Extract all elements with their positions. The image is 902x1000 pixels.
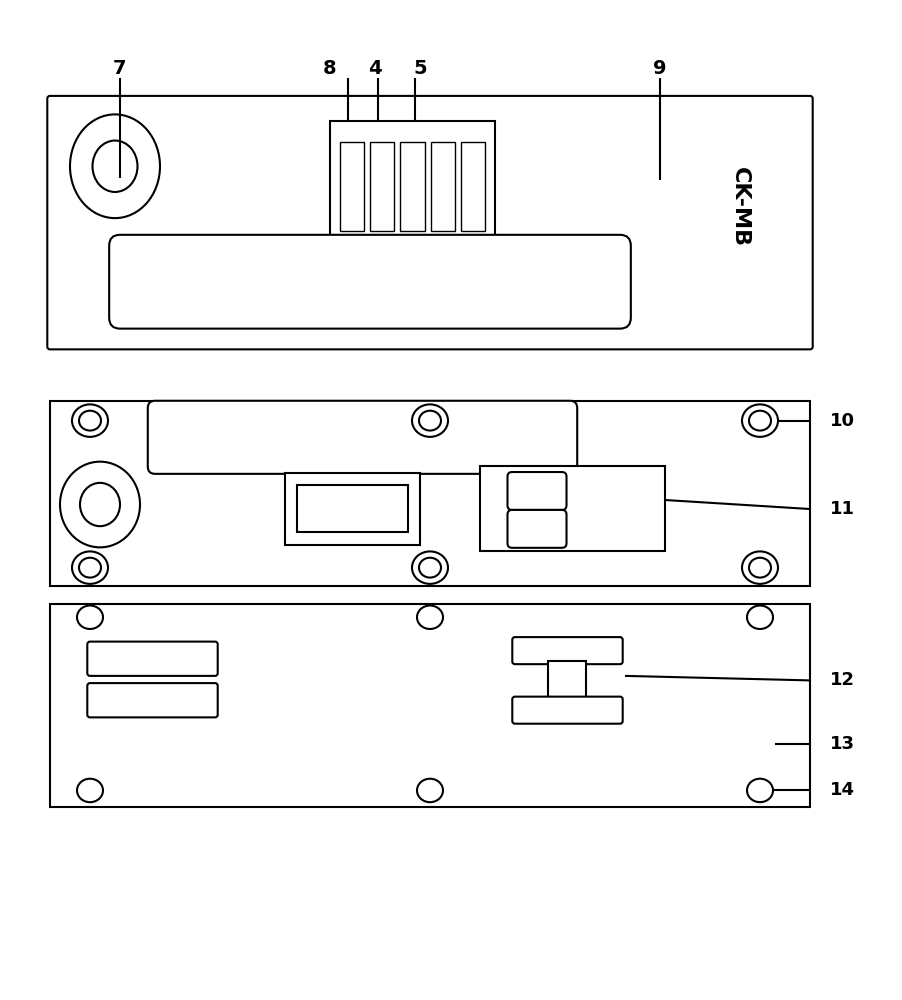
- Ellipse shape: [412, 551, 448, 584]
- Ellipse shape: [80, 483, 120, 526]
- Ellipse shape: [419, 558, 441, 578]
- Bar: [480, 466, 665, 551]
- Ellipse shape: [79, 558, 101, 578]
- Text: 12: 12: [830, 671, 855, 689]
- Bar: [50, 604, 810, 807]
- Text: 14: 14: [830, 781, 855, 799]
- Bar: [50, 401, 810, 586]
- Text: 11: 11: [830, 500, 855, 518]
- FancyBboxPatch shape: [508, 510, 566, 548]
- Text: CK-MB: CK-MB: [730, 167, 750, 247]
- Text: 13: 13: [830, 735, 855, 753]
- FancyBboxPatch shape: [109, 235, 630, 329]
- Bar: [548, 661, 586, 699]
- FancyBboxPatch shape: [508, 472, 566, 510]
- Ellipse shape: [747, 779, 773, 802]
- Bar: [400, 142, 425, 231]
- Ellipse shape: [749, 411, 771, 431]
- Ellipse shape: [412, 404, 448, 437]
- Ellipse shape: [742, 404, 778, 437]
- Ellipse shape: [742, 551, 778, 584]
- Ellipse shape: [70, 114, 160, 218]
- Bar: [430, 142, 455, 231]
- Bar: [340, 142, 364, 231]
- Ellipse shape: [747, 606, 773, 629]
- Ellipse shape: [79, 411, 101, 431]
- FancyBboxPatch shape: [47, 96, 813, 349]
- Ellipse shape: [749, 558, 771, 578]
- FancyBboxPatch shape: [512, 697, 622, 724]
- Text: 9: 9: [653, 59, 667, 78]
- Ellipse shape: [417, 606, 443, 629]
- Ellipse shape: [417, 779, 443, 802]
- Bar: [370, 142, 394, 231]
- FancyBboxPatch shape: [512, 637, 622, 664]
- Text: 10: 10: [830, 412, 855, 430]
- Bar: [461, 142, 485, 231]
- Ellipse shape: [77, 606, 103, 629]
- Ellipse shape: [72, 404, 108, 437]
- Ellipse shape: [419, 411, 441, 431]
- Bar: [297, 485, 408, 532]
- FancyBboxPatch shape: [87, 683, 217, 717]
- Text: 8: 8: [323, 59, 336, 78]
- Ellipse shape: [60, 462, 140, 547]
- Ellipse shape: [93, 141, 137, 192]
- Text: 4: 4: [368, 59, 382, 78]
- FancyBboxPatch shape: [148, 401, 577, 474]
- Text: 5: 5: [413, 59, 427, 78]
- FancyBboxPatch shape: [87, 642, 217, 676]
- Text: 7: 7: [114, 59, 127, 78]
- Bar: [330, 121, 495, 238]
- Ellipse shape: [72, 551, 108, 584]
- Bar: [285, 473, 420, 545]
- Ellipse shape: [77, 779, 103, 802]
